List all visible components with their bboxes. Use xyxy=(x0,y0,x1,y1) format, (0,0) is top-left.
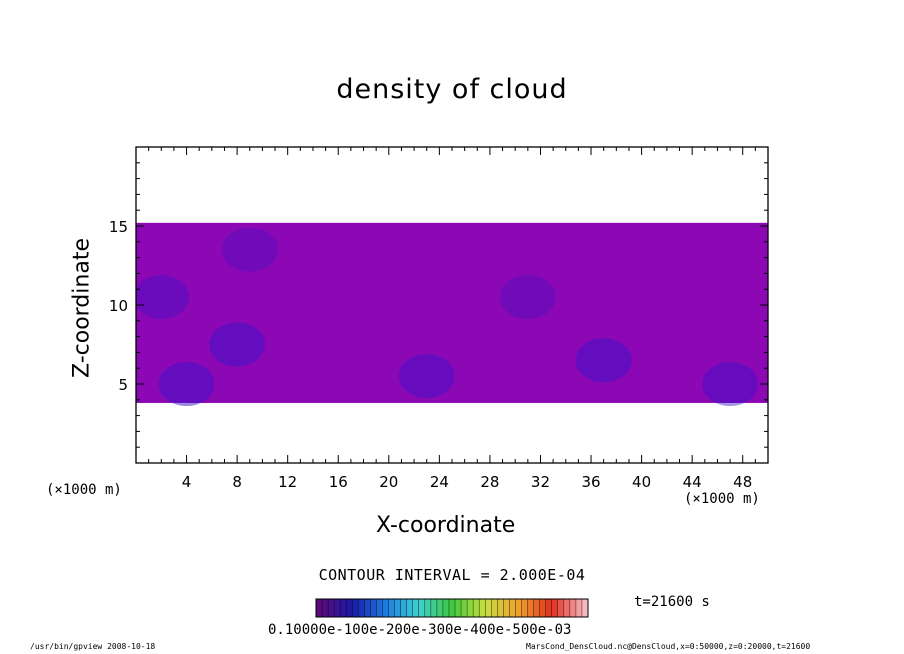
colorbar-segment xyxy=(575,599,583,617)
colorbar-segment xyxy=(461,599,468,617)
footer-program-date: /usr/bin/gpview 2008-10-18 xyxy=(30,642,156,651)
dense-region xyxy=(702,362,759,406)
colorbar-tick-labels: 0.10000e-100e-200e-300e-400e-500e-03 xyxy=(268,622,572,638)
colorbar-frame xyxy=(315,598,589,618)
y-axis-ticks: 5 10 15 xyxy=(109,146,768,464)
y-axis-label: Z-coordinate xyxy=(69,238,95,378)
dense-region xyxy=(398,354,455,399)
colorbar-segment xyxy=(563,599,571,617)
dense-region xyxy=(499,275,556,320)
colorbar-segment xyxy=(418,599,426,617)
colorbar xyxy=(315,598,589,618)
x-tick-label: 36 xyxy=(581,473,600,491)
colorbar-segment xyxy=(316,599,323,617)
colorbar-segment xyxy=(539,599,547,617)
time-label: t=21600 s xyxy=(634,594,710,610)
x-tick-label: 48 xyxy=(733,473,752,491)
colorbar-segment xyxy=(551,599,559,617)
colorbar-segment xyxy=(473,599,480,617)
x-axis-label: X-coordinate xyxy=(376,513,516,538)
colorbar-segment xyxy=(467,599,474,617)
colorbar-segment xyxy=(382,599,390,617)
colorbar-segment xyxy=(533,599,541,617)
colorbar-segment xyxy=(515,599,523,617)
x-tick-label: 4 xyxy=(182,473,192,491)
x-tick-label: 40 xyxy=(632,473,651,491)
colorbar-segment xyxy=(424,599,432,617)
footer-data-source: MarsCond_DensCloud.nc@DensCloud,x=0:5000… xyxy=(526,642,811,651)
x-tick-label: 44 xyxy=(683,473,702,491)
colorbar-segment xyxy=(340,599,347,617)
colorbar-segment xyxy=(569,599,577,617)
y-tick-label: 15 xyxy=(109,218,128,236)
colorbar-segment xyxy=(557,599,565,617)
colorbar-segment xyxy=(334,599,341,617)
colorbar-segment xyxy=(412,599,420,617)
x-unit-label-left: (×1000 m) xyxy=(46,482,122,498)
x-unit-label-right: (×1000 m) xyxy=(684,491,760,507)
colorbar-segment xyxy=(394,599,402,617)
colorbar-segment xyxy=(521,599,529,617)
y-tick-label: 5 xyxy=(118,376,128,394)
x-tick-label: 24 xyxy=(430,473,449,491)
colorbar-segment xyxy=(436,599,444,617)
colorbar-segment xyxy=(497,599,504,617)
colorbar-segment xyxy=(509,599,516,617)
x-tick-label: 32 xyxy=(531,473,550,491)
colorbar-segment xyxy=(448,599,456,617)
dense-region xyxy=(136,275,190,320)
colorbar-segment xyxy=(479,599,486,617)
colorbar-segment xyxy=(485,599,492,617)
dense-region xyxy=(575,338,632,383)
colorbar-segment xyxy=(527,599,535,617)
dense-region xyxy=(209,322,266,367)
colorbar-segment xyxy=(455,599,462,617)
x-tick-label: 16 xyxy=(329,473,348,491)
colorbar-segment xyxy=(503,599,510,617)
cloud-field-rect xyxy=(136,222,768,403)
colorbar-segment xyxy=(370,599,377,617)
colorbar-segment xyxy=(388,599,396,617)
x-tick-label: 28 xyxy=(480,473,499,491)
contour-interval-label: CONTOUR INTERVAL = 2.000E-04 xyxy=(318,566,586,584)
colorbar-segment xyxy=(358,599,365,617)
dense-region xyxy=(158,362,215,406)
y-tick-label: 10 xyxy=(109,297,128,315)
dense-region xyxy=(221,227,278,272)
colorbar-segment xyxy=(491,599,498,617)
colorbar-segment xyxy=(346,599,353,617)
colorbar-segment xyxy=(442,599,450,617)
x-tick-label: 20 xyxy=(379,473,398,491)
colorbar-segment xyxy=(328,599,335,617)
colorbar-segment xyxy=(406,599,414,617)
x-tick-label: 12 xyxy=(278,473,297,491)
colorbar-segment xyxy=(545,599,553,617)
x-tick-label: 8 xyxy=(232,473,242,491)
colorbar-segment xyxy=(581,599,589,617)
colorbar-segment xyxy=(322,599,329,617)
colorbar-segment xyxy=(352,599,359,617)
colorbar-segment xyxy=(430,599,438,617)
cloud-density-field xyxy=(136,222,768,403)
colorbar-segment xyxy=(400,599,408,617)
dense-regions xyxy=(136,227,759,406)
colorbar-segment xyxy=(364,599,371,617)
x-axis-ticks: 4 8 12 16 20 24 28 32 36 40 44 48 xyxy=(135,147,769,491)
chart-title: density of cloud xyxy=(336,74,568,105)
colorbar-segment xyxy=(376,599,383,617)
